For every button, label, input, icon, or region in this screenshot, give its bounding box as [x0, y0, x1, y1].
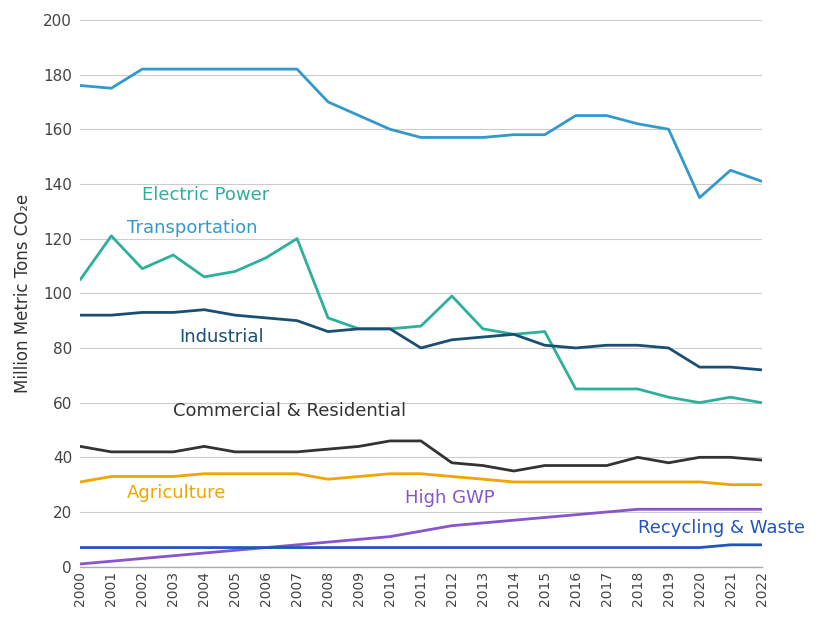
Text: High GWP: High GWP [406, 489, 495, 507]
Y-axis label: Million Metric Tons CO₂e: Million Metric Tons CO₂e [14, 193, 32, 393]
Text: Commercial & Residential: Commercial & Residential [173, 402, 406, 420]
Text: Agriculture: Agriculture [126, 484, 226, 502]
Text: Transportation: Transportation [126, 219, 257, 237]
Text: Electric Power: Electric Power [142, 186, 269, 204]
Text: Recycling & Waste: Recycling & Waste [638, 520, 805, 538]
Text: Industrial: Industrial [179, 328, 264, 346]
